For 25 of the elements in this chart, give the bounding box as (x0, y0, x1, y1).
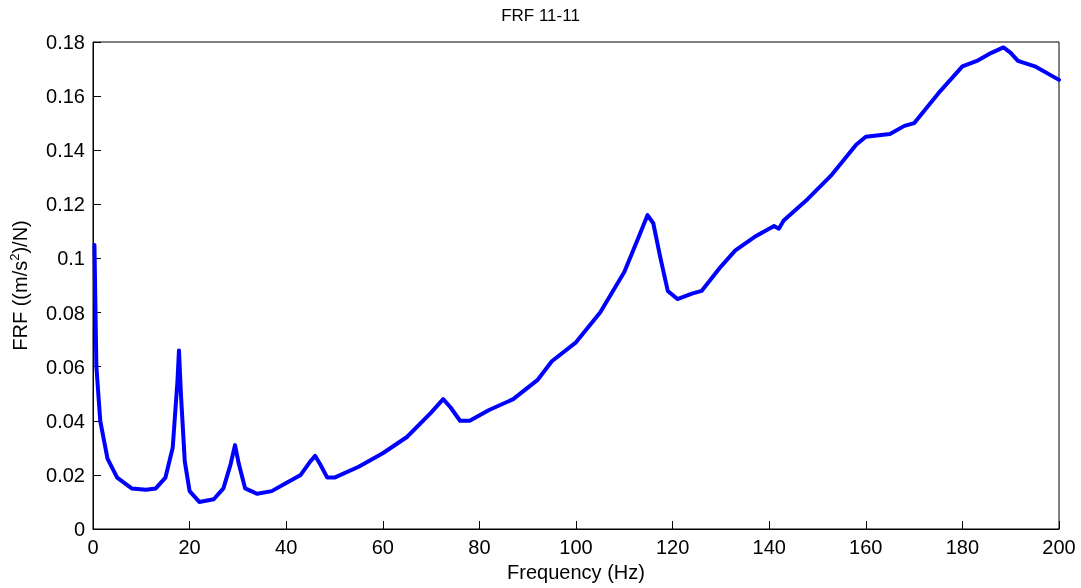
x-axis-title: Frequency (Hz) (507, 560, 645, 583)
x-tick-label: 140 (752, 536, 786, 558)
x-tick-label: 40 (275, 536, 298, 558)
y-tick-label: 0.14 (46, 139, 85, 162)
x-tick-label: 0 (87, 536, 99, 558)
y-tick-label: 0.08 (46, 301, 85, 324)
y-tick-label: 0 (73, 518, 85, 540)
x-tick-label: 160 (849, 536, 883, 558)
x-tick-label: 80 (468, 536, 491, 558)
chart-title: FRF 11-11 (501, 6, 580, 25)
x-tick-label: 60 (371, 536, 394, 558)
x-tick-label: 180 (945, 536, 980, 558)
y-tick-label: 0.02 (46, 463, 85, 486)
y-tick-label: 0.16 (46, 85, 85, 108)
x-tick-label: 120 (655, 536, 690, 558)
y-tick-label: 0.12 (46, 193, 85, 216)
y-tick-label: 0.06 (46, 355, 85, 378)
y-tick-label: 0.18 (46, 31, 85, 53)
line-series (92, 45, 1061, 504)
x-tick-label: 20 (178, 536, 201, 558)
y-tick-label: 0.04 (46, 409, 85, 432)
y-tick-label: 0.1 (57, 247, 85, 270)
x-tick-label: 100 (559, 536, 593, 558)
y-axis-title: FRF ((m/s2)/N) (7, 220, 31, 351)
x-tick-label: 200 (1042, 536, 1076, 558)
